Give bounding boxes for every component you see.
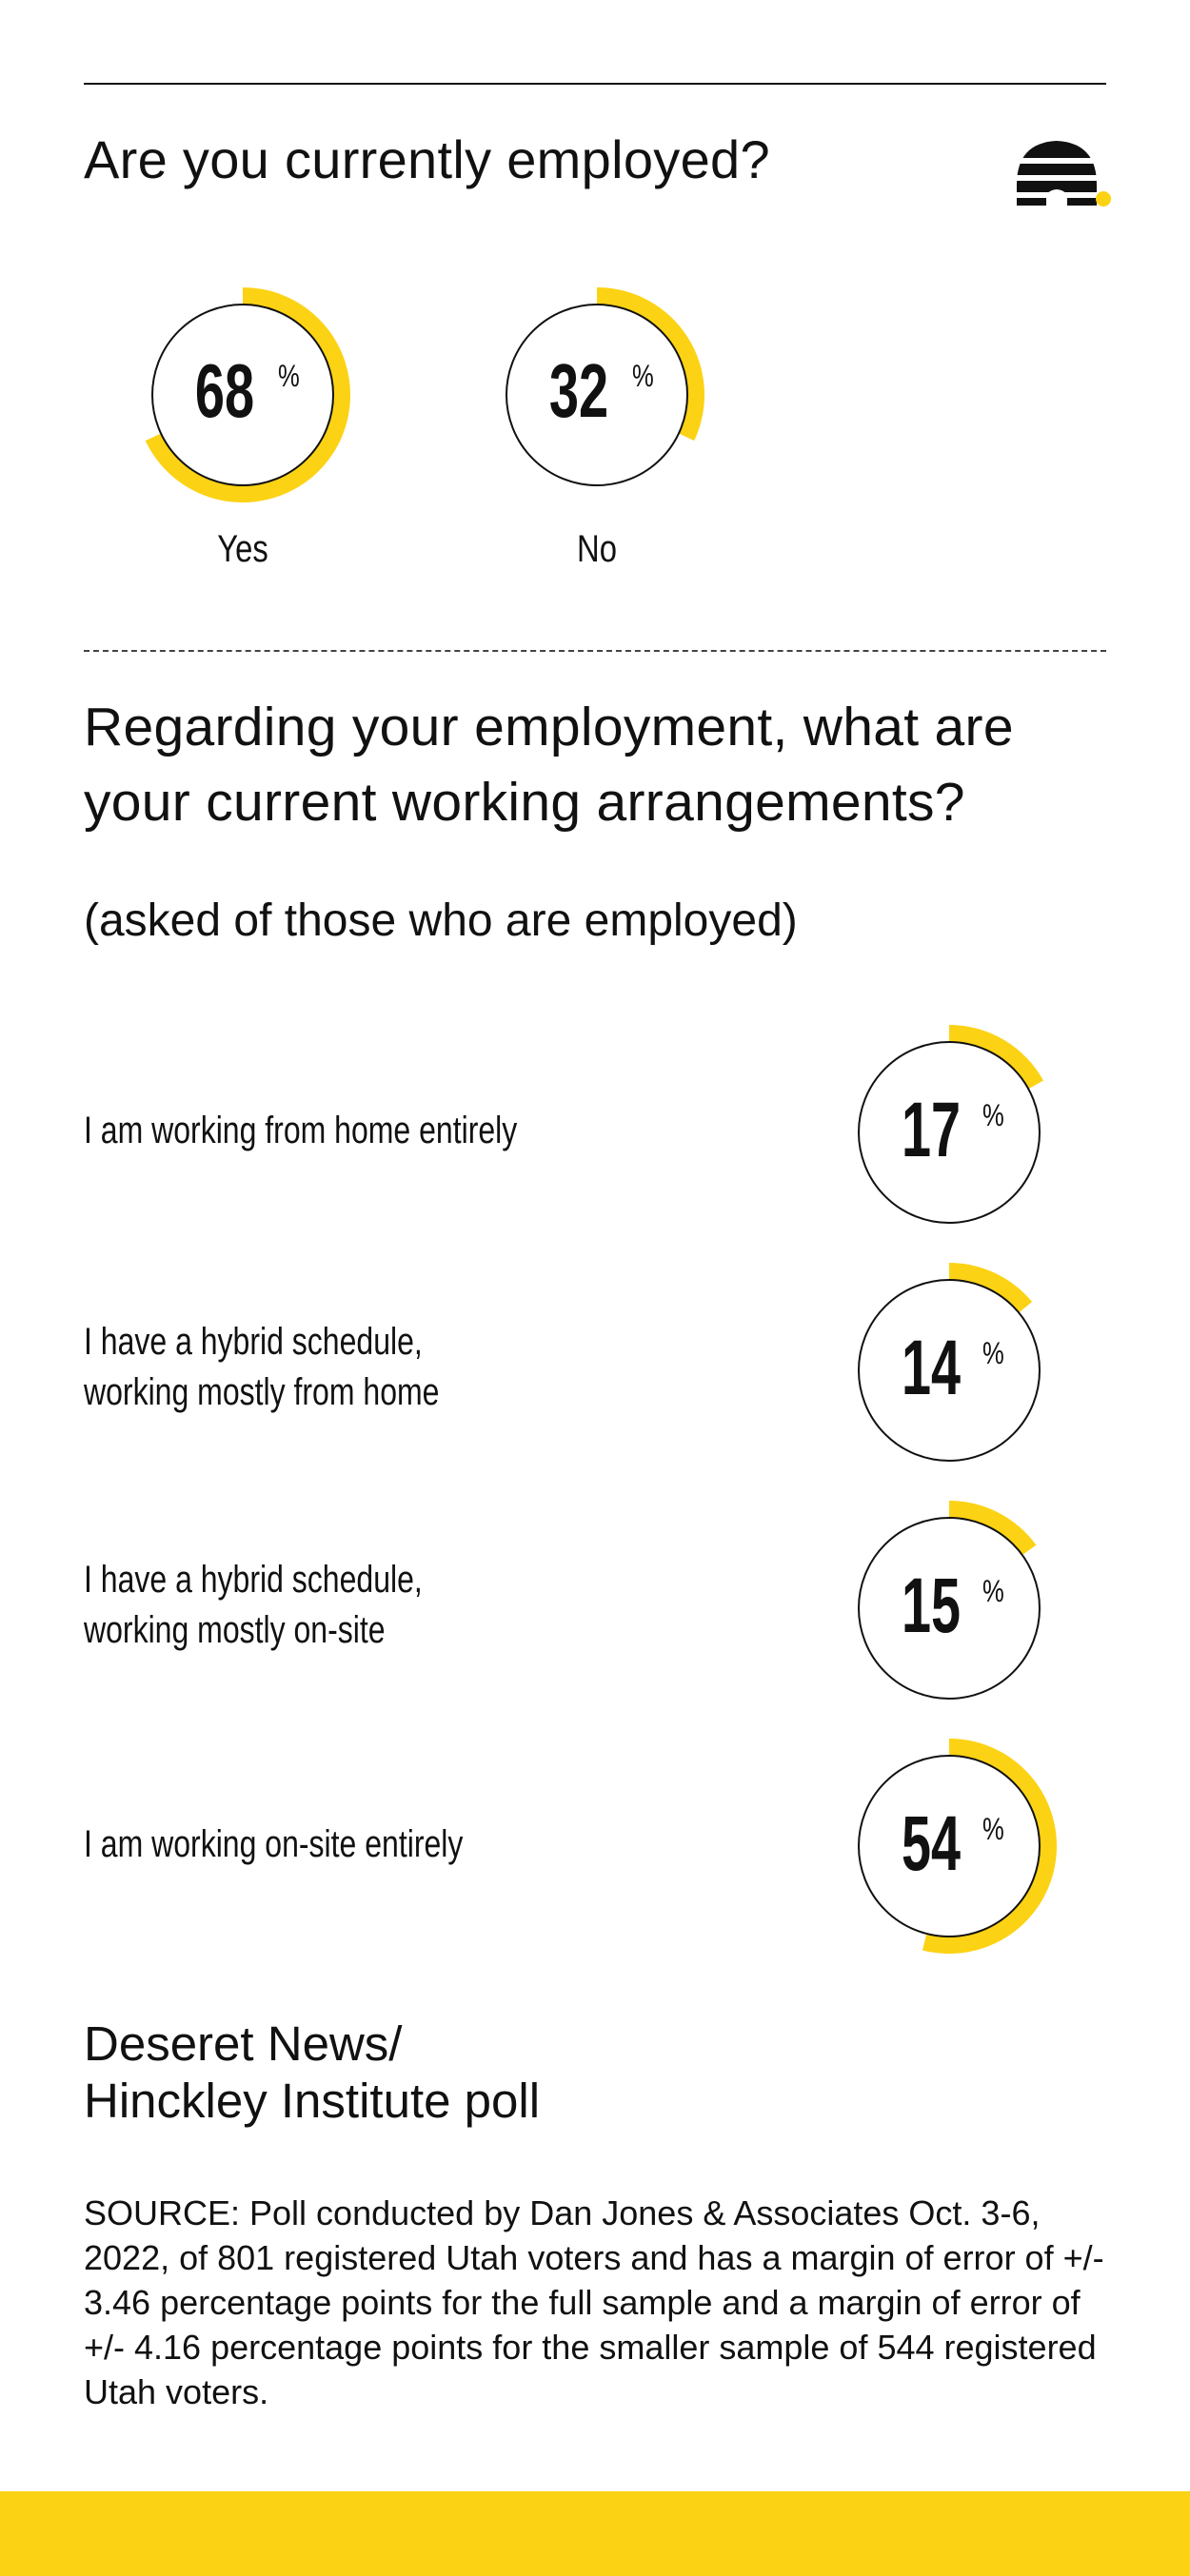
donut-no-value: 32 — [549, 347, 608, 433]
donut-onsite-entirely-arc — [922, 1739, 1057, 1954]
donut-no-label: No — [577, 528, 617, 570]
source-note: SOURCE: Poll conducted by Dan Jones & As… — [84, 2193, 1104, 2411]
donut-yes-value: 68 — [195, 347, 254, 433]
donut-hybrid-onsite: 15 % — [858, 1501, 1041, 1700]
donut-yes-label: Yes — [217, 528, 268, 570]
donut-yes-unit: % — [278, 360, 300, 393]
dashed-divider — [84, 650, 1106, 652]
donut-onsite-entirely-value: 54 — [902, 1799, 961, 1886]
donut-hybrid-home-unit: % — [982, 1337, 1004, 1370]
donut-onsite-entirely-unit: % — [982, 1813, 1004, 1846]
beehive-icon — [1007, 141, 1112, 206]
donut-yes-ring — [151, 304, 334, 486]
donut-home-entirely: 17 % — [858, 1025, 1044, 1224]
donut-no-unit: % — [632, 360, 654, 393]
donut-hybrid-home: 14 % — [858, 1263, 1041, 1462]
donut-hybrid-onsite-value: 15 — [902, 1562, 961, 1648]
donut-hybrid-home-value: 14 — [902, 1324, 961, 1410]
donut-no: 32 % — [506, 287, 704, 486]
question-arrangements: Regarding your employment, what are your… — [84, 697, 1014, 833]
row-onsite-entirely-label: I am working on-site entirely — [84, 1823, 464, 1865]
donut-home-entirely-arc — [949, 1025, 1044, 1090]
row-home-entirely-label: I am working from home entirely — [84, 1110, 518, 1151]
donut-home-entirely-unit: % — [982, 1099, 1004, 1132]
donut-hybrid-onsite-unit: % — [982, 1575, 1004, 1608]
row-hybrid-onsite-label: I have a hybrid schedule, working mostly… — [84, 1559, 423, 1651]
footer-accent-bar — [0, 2491, 1190, 2576]
question-employed: Are you currently employed? — [84, 129, 770, 189]
donut-yes: 68 % — [145, 287, 350, 502]
donut-no-arc — [597, 287, 704, 442]
donut-hybrid-home-arc — [949, 1263, 1033, 1313]
accent-dot — [1096, 191, 1111, 206]
donut-hybrid-onsite-arc — [949, 1501, 1037, 1556]
donut-home-entirely-value: 17 — [902, 1086, 961, 1172]
top-divider — [84, 83, 1106, 85]
poll-brand: Deseret News/ Hinckley Institute poll — [84, 2016, 541, 2128]
question-subtitle: (asked of those who are employed) — [84, 895, 798, 946]
row-hybrid-home-label: I have a hybrid schedule, working mostly… — [84, 1321, 440, 1413]
donut-no-ring — [506, 304, 688, 486]
donut-onsite-entirely: 54 % — [858, 1739, 1057, 1954]
